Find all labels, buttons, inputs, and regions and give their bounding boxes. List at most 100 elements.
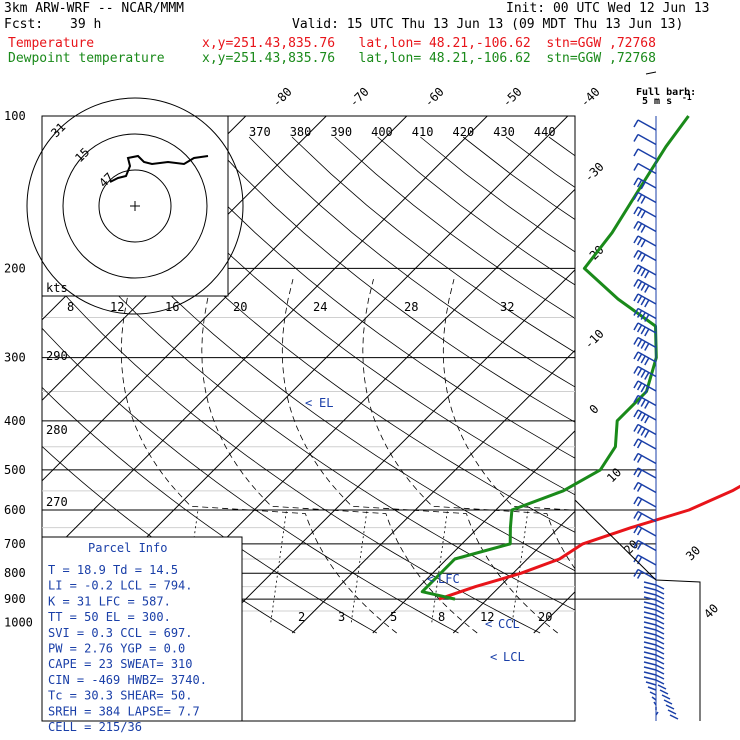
wind-barb-feather: [636, 382, 643, 391]
temperature-legend: Temperature: [8, 36, 95, 51]
speed-label-32: 32: [500, 300, 514, 314]
theta-left-label-290: 290: [46, 349, 68, 363]
dewpoint-curve: [420, 115, 690, 601]
isotherm-label--30: -30: [582, 160, 607, 185]
wind-barb-feather: [636, 281, 643, 289]
wind-barb-feather: [640, 341, 646, 349]
wind-barb-feather: [665, 704, 675, 710]
level-markers: < EL < LFC < CCL < LCL: [305, 396, 525, 664]
wind-barb-feather: [640, 384, 646, 393]
wind-barb-feather: [644, 314, 650, 322]
isotherm-label--40: -40: [578, 85, 603, 110]
hodograph-ring-1: [98, 169, 172, 243]
wind-barb-feather: [655, 664, 665, 670]
ccl-label: CCL: [498, 617, 520, 631]
wind-barb-feather: [633, 148, 639, 157]
pressure-label-1000: 1000: [4, 615, 33, 629]
wind-barb-feather: [661, 694, 671, 700]
isotherm-line: [211, 269, 575, 634]
wind-barb-feather: [644, 401, 650, 409]
parcel-row: PW = 2.76 YGP = 0.0: [48, 642, 185, 656]
wind-barb: [643, 611, 657, 616]
parcel-row: CAPE = 23 SWEAT= 310: [48, 657, 193, 671]
theta-label-390: 390: [330, 125, 352, 139]
lfc-marker: <: [427, 572, 434, 586]
moist-adiabat: [362, 279, 575, 570]
wind-barb-feather: [655, 669, 665, 675]
wind-barb-feather: [655, 624, 665, 630]
wind-barb-feather: [640, 355, 646, 364]
wind-barb: [643, 596, 657, 601]
hodograph-trace: [109, 154, 209, 183]
wind-barb-feather: [655, 594, 665, 600]
wind-barb-feather: [644, 270, 650, 279]
wind-barb-feather: [644, 299, 650, 308]
wind-barb-feather: [640, 428, 646, 436]
dry-adiabat: [42, 386, 377, 634]
isotherm-label--80: -80: [270, 85, 295, 110]
speed-label-20: 20: [233, 300, 247, 314]
wind-barb-feather: [636, 353, 643, 362]
wind-barb-feather: [636, 455, 643, 463]
speed-label-8: 8: [67, 300, 74, 314]
wind-barb-feather: [636, 411, 643, 420]
wind-barb-feather: [636, 223, 643, 231]
theta-left-label-280: 280: [46, 423, 68, 437]
speed-label-12: 12: [110, 300, 124, 314]
theta-label-380: 380: [290, 125, 312, 139]
wind-barb-feather: [636, 440, 643, 449]
wind-barb-feather: [633, 453, 639, 461]
wind-barb-feather: [644, 343, 650, 351]
wind-barb-feather: [633, 424, 639, 432]
parcel-row: LI = -0.2 LCL = 794.: [48, 579, 193, 593]
hodo-speed-labels: 8 12 16 20 24 28 32: [67, 300, 514, 314]
lfc-label: LFC: [438, 572, 460, 586]
isotherm-line: [42, 116, 328, 402]
isotherm-line: [291, 349, 575, 634]
parcel-row: SVI = 0.3 CCL = 697.: [48, 626, 193, 640]
wind-barb-feather: [655, 644, 665, 650]
parcel-row: Tc = 30.3 SHEAR= 50.: [48, 689, 193, 703]
wind-barb: [643, 676, 657, 681]
wind-barb-feather: [669, 714, 679, 720]
isotherm-label--70: -70: [347, 85, 372, 110]
pressure-labels: 100 200 300 400 500 600 700 800 900 1000: [4, 109, 33, 629]
wind-barb-feather: [633, 525, 639, 534]
wind-barb-feather: [644, 430, 650, 438]
wind-barb-feather: [655, 584, 665, 590]
wind-barb-feather: [636, 237, 643, 246]
mixing-label-8: 8: [438, 610, 445, 624]
dry-adiabat: [720, 137, 740, 633]
pressure-label-300: 300: [4, 351, 26, 365]
wind-barb-feather: [655, 629, 665, 635]
wind-barb-feather: [663, 699, 673, 705]
barb-legend-title: Full barb:: [636, 87, 696, 98]
barb-legend-value: 5 m s: [642, 96, 672, 107]
wind-barb-feather: [636, 397, 643, 405]
pressure-label-100: 100: [4, 109, 26, 123]
wind-barb: [643, 631, 657, 636]
model-title: 3km ARW-WRF -- NCAR/MMM: [4, 1, 185, 16]
mixing-ratio-line: [593, 510, 609, 622]
wind-barb: [637, 119, 657, 131]
wind-barb-feather: [633, 438, 639, 447]
wind-barb-feather: [633, 206, 639, 215]
wind-barb-feather: [633, 322, 639, 331]
wind-barb-feather: [636, 571, 643, 579]
wind-barb-feather: [633, 235, 639, 244]
wind-barb-feather: [667, 709, 677, 715]
mixing-label-5: 5: [390, 610, 397, 624]
wind-barb-feather: [633, 540, 639, 548]
wind-barb-feather: [644, 285, 650, 293]
forecast-label: Fcst:: [4, 17, 44, 32]
ccl-marker: <: [485, 617, 492, 631]
isotherm-label-10: 10: [604, 465, 624, 485]
plot-outline-right: [574, 499, 701, 721]
dry-adiabat: [291, 136, 575, 353]
pressure-label-700: 700: [4, 537, 26, 551]
wind-barb: [643, 581, 657, 586]
wind-barb-feather: [636, 324, 643, 333]
dry-adiabat: [42, 208, 575, 611]
mixing-label-3: 3: [338, 610, 345, 624]
wind-barb: [643, 661, 657, 666]
